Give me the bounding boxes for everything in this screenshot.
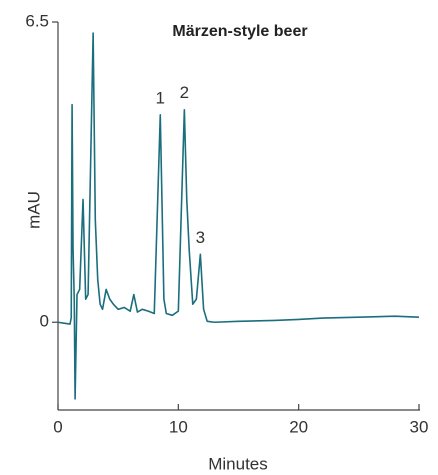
peak-label: 2 (180, 83, 189, 102)
x-tick-label: 30 (410, 417, 429, 436)
x-tick-label: 0 (53, 417, 62, 436)
y-axis-label: mAU (24, 191, 43, 229)
y-tick-label: 6.5 (25, 11, 49, 30)
y-tick-label: 0 (40, 312, 49, 331)
peak-label: 3 (196, 228, 205, 247)
peak-label: 1 (156, 88, 165, 107)
x-axis-label: Minutes (208, 454, 268, 473)
trace (57, 32, 420, 400)
x-tick-label: 20 (289, 417, 308, 436)
x-tick-label: 10 (169, 417, 188, 436)
chart-title: Märzen-style beer (172, 23, 307, 40)
